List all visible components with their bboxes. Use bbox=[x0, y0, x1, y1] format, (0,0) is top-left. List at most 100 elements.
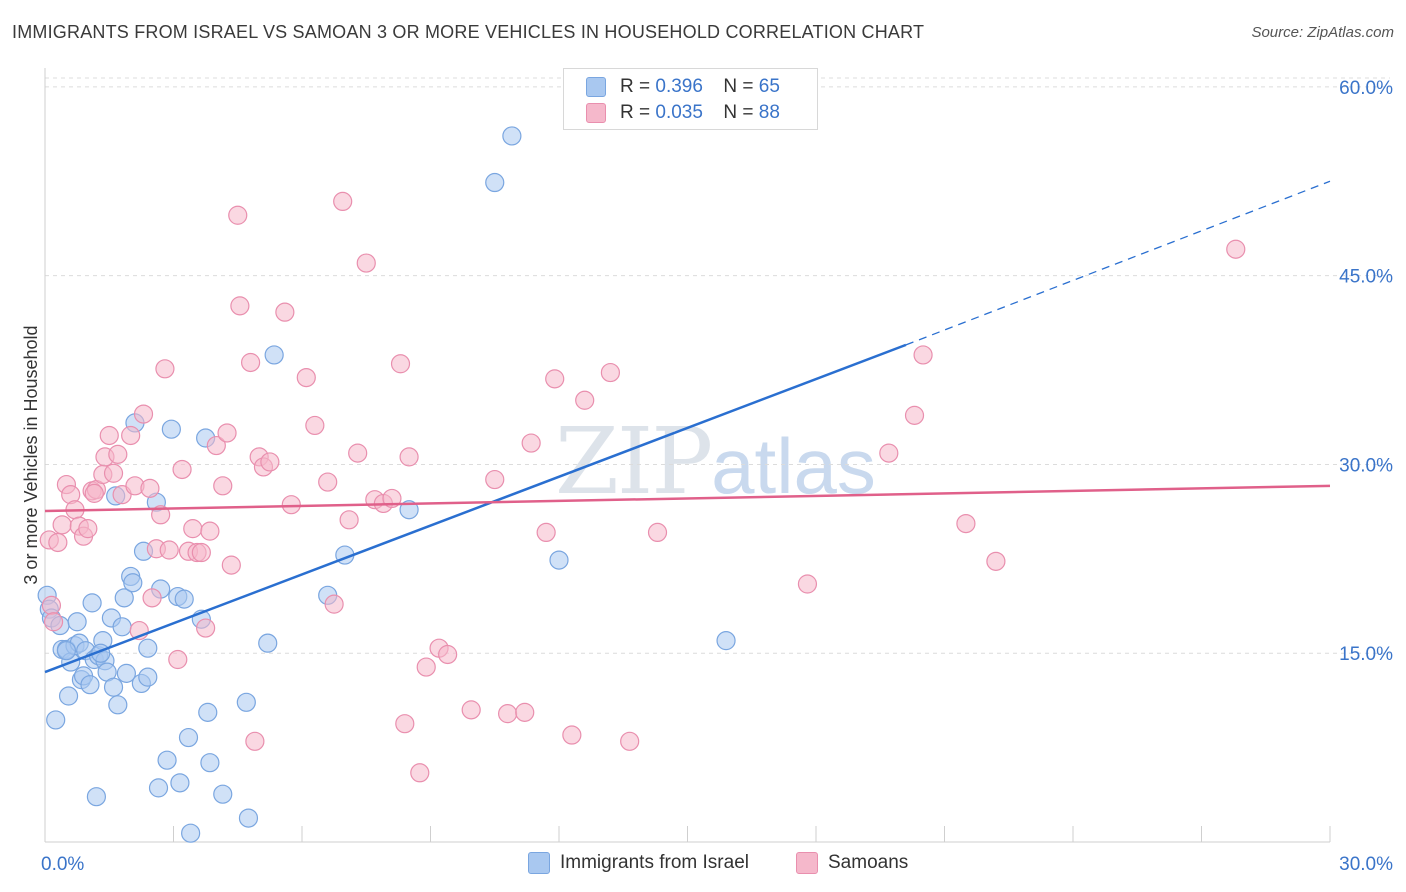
samoans-point bbox=[296, 368, 316, 388]
israel-point bbox=[138, 667, 158, 687]
samoans-point bbox=[356, 253, 376, 273]
legend-label-israel: Immigrants from Israel bbox=[560, 852, 749, 873]
samoans-trendline bbox=[44, 484, 1331, 513]
israel-point bbox=[82, 593, 102, 613]
legend-label-samoans: Samoans bbox=[828, 852, 909, 873]
watermark-zip: ZIP bbox=[555, 408, 713, 515]
israel-trendline bbox=[44, 343, 907, 674]
israel-point bbox=[200, 753, 220, 773]
samoans-point bbox=[318, 472, 338, 492]
samoans-point bbox=[913, 345, 933, 365]
samoans-point bbox=[133, 404, 154, 424]
samoans-point bbox=[43, 612, 64, 632]
samoans-point bbox=[339, 510, 359, 530]
samoans-point bbox=[221, 555, 241, 575]
watermark: ZIPatlas bbox=[555, 408, 876, 515]
israel-point bbox=[236, 692, 256, 712]
israel-point bbox=[148, 778, 169, 798]
samoans-point bbox=[228, 205, 248, 225]
samoans-point bbox=[879, 443, 899, 463]
samoans-point bbox=[416, 657, 436, 677]
samoans-point bbox=[84, 483, 104, 503]
samoans-point bbox=[461, 700, 481, 720]
israel-point bbox=[123, 573, 143, 593]
samoans-point bbox=[545, 369, 565, 389]
legend-n-value: 88 bbox=[758, 102, 780, 123]
chart-title: IMMIGRANTS FROM ISRAEL VS SAMOAN 3 OR MO… bbox=[12, 22, 925, 42]
legend-n-label: N = bbox=[723, 76, 754, 97]
samoans-point bbox=[230, 296, 250, 316]
samoans-point bbox=[103, 463, 124, 483]
samoans-point bbox=[275, 302, 295, 322]
israel-point bbox=[502, 126, 522, 146]
israel-point bbox=[161, 419, 181, 439]
samoans-point bbox=[78, 519, 98, 539]
israel-point bbox=[238, 808, 259, 828]
samoans-point bbox=[159, 540, 179, 560]
israel-point bbox=[114, 588, 134, 608]
israel-point bbox=[181, 823, 201, 843]
samoans-point bbox=[245, 731, 265, 751]
samoans-point bbox=[200, 521, 220, 541]
israel-point bbox=[112, 617, 132, 637]
samoans-point bbox=[108, 444, 128, 464]
correlation-legend: R = 0.396 N = 65 R = 0.035 N = 88 bbox=[563, 68, 818, 130]
samoans-point bbox=[121, 425, 141, 446]
legend-item-israel[interactable]: Immigrants from Israel bbox=[528, 852, 749, 874]
legend-swatch-samoans bbox=[796, 852, 818, 874]
samoans-point bbox=[191, 542, 211, 563]
legend-n-value: 65 bbox=[758, 76, 780, 97]
samoans-point bbox=[438, 644, 458, 665]
israel-point bbox=[258, 633, 278, 653]
samoans-point bbox=[333, 191, 353, 212]
samoans-point bbox=[213, 476, 233, 496]
legend-row-samoans: R = 0.035 N = 88 bbox=[586, 102, 780, 124]
samoans-point bbox=[600, 362, 621, 383]
israel-point bbox=[213, 784, 233, 804]
legend-r-label: R = bbox=[620, 76, 651, 97]
samoans-point bbox=[140, 478, 160, 498]
israel-point bbox=[58, 686, 79, 706]
samoans-point bbox=[172, 459, 192, 480]
israel-point bbox=[108, 695, 128, 715]
samoans-point bbox=[260, 452, 280, 472]
israel-point bbox=[264, 345, 284, 365]
samoans-point bbox=[399, 447, 419, 467]
samoans-point bbox=[52, 515, 72, 535]
israel-point bbox=[485, 172, 505, 193]
samoans-point bbox=[41, 595, 62, 615]
samoans-point bbox=[99, 425, 119, 446]
samoans-point bbox=[521, 433, 541, 453]
legend-n-label: N = bbox=[723, 102, 754, 123]
legend-swatch-israel bbox=[586, 77, 606, 97]
israel-point bbox=[174, 589, 194, 609]
israel-point bbox=[198, 702, 218, 722]
samoans-point bbox=[536, 522, 556, 543]
samoans-point bbox=[575, 390, 595, 410]
samoans-point bbox=[217, 423, 237, 443]
israel-point bbox=[716, 631, 736, 651]
samoans-point bbox=[324, 594, 344, 614]
samoans-point bbox=[168, 649, 188, 670]
legend-r-value: 0.035 bbox=[655, 102, 703, 123]
israel-point bbox=[46, 710, 66, 730]
israel-point bbox=[80, 675, 100, 695]
samoans-point bbox=[206, 435, 226, 456]
samoans-point bbox=[797, 574, 818, 594]
legend-r-label: R = bbox=[620, 102, 651, 123]
y-tick-label: 30.0% bbox=[1339, 455, 1393, 476]
samoans-point bbox=[904, 405, 925, 425]
samoans-point bbox=[281, 495, 301, 515]
israel-point bbox=[549, 550, 569, 570]
israel-point bbox=[170, 773, 190, 793]
samoans-point bbox=[183, 519, 203, 539]
legend-swatch-israel bbox=[528, 852, 550, 874]
samoans-point bbox=[410, 763, 430, 783]
samoans-point bbox=[498, 704, 518, 724]
israel-point bbox=[103, 677, 124, 697]
legend-item-samoans[interactable]: Samoans bbox=[796, 852, 908, 874]
samoans-point bbox=[647, 522, 668, 543]
samoans-point bbox=[485, 469, 505, 490]
israel-trendline-extension bbox=[905, 180, 1331, 346]
